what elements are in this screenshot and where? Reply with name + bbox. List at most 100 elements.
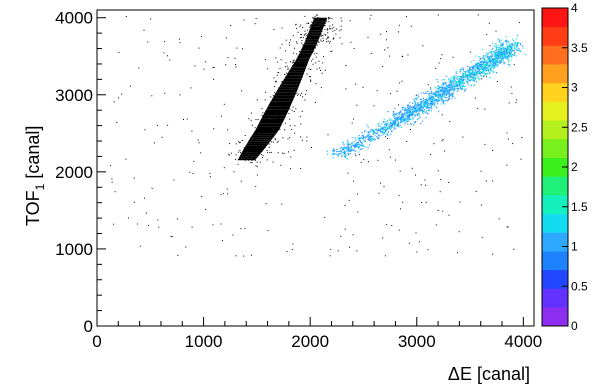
dense-band-point bbox=[310, 79, 311, 81]
dense-band-point bbox=[340, 29, 342, 31]
dense-band-point bbox=[307, 34, 309, 36]
dense-band-point bbox=[308, 68, 310, 70]
diagonal-band-point bbox=[398, 122, 400, 124]
diagonal-band-point bbox=[478, 65, 480, 68]
dense-band-point bbox=[299, 37, 301, 39]
noise-point bbox=[425, 201, 427, 203]
diagonal-band-point bbox=[342, 147, 344, 149]
diagonal-band-point bbox=[450, 76, 452, 79]
diagonal-band-point bbox=[389, 124, 391, 126]
diagonal-band-point bbox=[515, 55, 517, 57]
diagonal-band-point bbox=[437, 100, 439, 102]
diagonal-band-point bbox=[450, 80, 452, 82]
diagonal-band-point bbox=[391, 124, 393, 126]
diagonal-band-point bbox=[460, 83, 463, 85]
dense-band-point bbox=[281, 85, 283, 87]
dense-band-point bbox=[293, 83, 295, 85]
diagonal-band-point bbox=[391, 125, 393, 127]
dense-band-point bbox=[262, 132, 264, 134]
dense-band-point bbox=[310, 81, 312, 83]
diagonal-band-point bbox=[486, 62, 488, 64]
dense-band-point bbox=[270, 151, 272, 153]
noise-point bbox=[402, 56, 404, 57]
diagonal-band-point bbox=[395, 114, 397, 116]
diagonal-band-point bbox=[508, 61, 510, 63]
dense-band-point bbox=[288, 76, 290, 78]
diagonal-band-point bbox=[414, 121, 416, 124]
diagonal-band-point bbox=[437, 88, 439, 90]
diagonal-band-point bbox=[504, 51, 506, 53]
diagonal-band-point bbox=[479, 61, 481, 63]
diagonal-band-point bbox=[332, 149, 334, 151]
diagonal-band-point bbox=[393, 128, 395, 130]
diagonal-band-point bbox=[500, 45, 502, 47]
diagonal-band-point bbox=[353, 143, 355, 145]
diagonal-band-point bbox=[489, 65, 491, 67]
palette-cell bbox=[542, 176, 568, 196]
diagonal-band-point bbox=[479, 79, 481, 81]
diagonal-band-point bbox=[483, 68, 485, 70]
diagonal-band-point bbox=[470, 66, 472, 68]
noise-point bbox=[390, 156, 391, 158]
diagonal-band-point bbox=[341, 146, 343, 148]
noise-point bbox=[496, 81, 498, 82]
noise-point bbox=[236, 47, 238, 49]
diagonal-band-point bbox=[441, 96, 443, 99]
diagonal-band-point bbox=[369, 136, 372, 138]
noise-point bbox=[225, 37, 227, 39]
dense-band-point bbox=[244, 159, 246, 161]
diagonal-band-point bbox=[499, 44, 501, 46]
diagonal-band-point bbox=[503, 63, 505, 65]
diagonal-band-point bbox=[490, 52, 492, 54]
noise-point bbox=[235, 66, 237, 68]
diagonal-band-point bbox=[424, 102, 426, 104]
diagonal-band-point bbox=[336, 151, 338, 153]
diagonal-band-point bbox=[517, 48, 519, 50]
diagonal-band-point bbox=[394, 123, 396, 125]
diagonal-band-point bbox=[452, 78, 454, 80]
diagonal-band-point bbox=[331, 152, 333, 154]
dense-band-point bbox=[259, 124, 261, 126]
diagonal-band-point bbox=[467, 65, 469, 68]
diagonal-band-point bbox=[415, 109, 417, 111]
noise-point bbox=[114, 191, 116, 193]
diagonal-band-point bbox=[509, 52, 511, 54]
noise-point bbox=[521, 137, 523, 138]
diagonal-band-point bbox=[354, 137, 356, 139]
diagonal-band-point bbox=[437, 85, 439, 87]
noise-point bbox=[201, 196, 203, 198]
diagonal-band-point bbox=[499, 57, 502, 59]
dense-band-point bbox=[275, 81, 277, 83]
diagonal-band-point bbox=[452, 77, 454, 79]
noise-point bbox=[357, 193, 358, 195]
diagonal-band-point bbox=[434, 102, 436, 104]
diagonal-band-point bbox=[392, 122, 395, 124]
diagonal-band-point bbox=[390, 133, 392, 135]
diagonal-band-point bbox=[483, 59, 485, 61]
noise-point bbox=[469, 51, 471, 53]
diagonal-band-point bbox=[389, 119, 391, 121]
noise-point bbox=[396, 90, 398, 92]
diagonal-band-point bbox=[363, 145, 365, 147]
diagonal-band-point bbox=[444, 92, 446, 95]
dense-band-point bbox=[310, 76, 312, 78]
dense-band-point bbox=[312, 18, 314, 20]
dense-band-point bbox=[265, 138, 266, 140]
diagonal-band-point bbox=[464, 85, 466, 87]
diagonal-band-point bbox=[467, 78, 469, 80]
diagonal-band-point bbox=[419, 108, 422, 110]
diagonal-band-point bbox=[497, 57, 499, 59]
diagonal-band-point bbox=[390, 123, 393, 125]
dense-band-point bbox=[251, 152, 253, 154]
noise-point bbox=[286, 251, 288, 253]
noise-point bbox=[360, 161, 362, 163]
dense-band-segment bbox=[244, 145, 267, 148]
diagonal-band-point bbox=[514, 52, 516, 54]
dense-band-point bbox=[253, 145, 255, 147]
diagonal-band-point bbox=[376, 137, 379, 139]
diagonal-band-point bbox=[477, 68, 479, 70]
diagonal-band-point bbox=[374, 135, 376, 137]
dense-band-point bbox=[252, 149, 254, 151]
palette-cell bbox=[542, 157, 568, 177]
noise-point bbox=[353, 180, 355, 182]
